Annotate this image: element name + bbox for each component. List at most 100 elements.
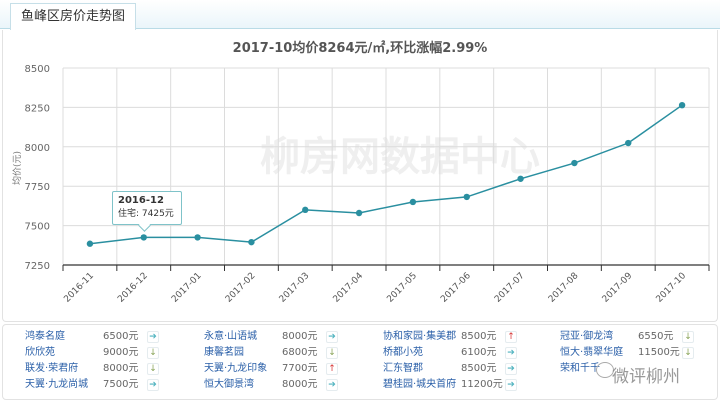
x-tick-label: 2017-04 (332, 271, 366, 305)
tooltip-text: 住宅: 7425元 (118, 209, 174, 219)
listing-price: 8500元 (461, 363, 497, 374)
x-tick-label: 2016-12 (116, 271, 150, 305)
listing-price: 8500元 (461, 331, 497, 342)
trend-down-icon: ↓ (326, 347, 338, 359)
series-line (89, 104, 683, 245)
x-tick-label: 2017-02 (224, 271, 258, 305)
data-point[interactable] (517, 175, 524, 182)
data-point[interactable] (678, 101, 686, 109)
listing-price: 7700元 (282, 363, 318, 374)
listing-item[interactable]: 恒大御景湾 8000元 ➔ (204, 377, 354, 393)
trend-down-icon: ↓ (147, 363, 159, 375)
listing-item[interactable]: 碧桂园·城央首府 11200元 ➔ (383, 377, 533, 393)
listings-panel: 鸿泰名庭 6500元 ➔ 欣欣苑 9000元 ↓ 联发·荣君府 8000元 ↓ 天翼·九龙尚城 75… (2, 324, 718, 400)
listing-item[interactable]: 桥都小苑 6100元 ➔ (383, 345, 533, 361)
listing-name-link[interactable]: 碧桂园·城央首府 (383, 379, 457, 390)
listing-price: 8000元 (282, 379, 318, 390)
y-tick-label: 7250 (25, 261, 50, 272)
x-tick-label: 2017-06 (439, 271, 473, 305)
tab-yufeng-price-trend[interactable]: 鱼峰区房价走势图 (10, 3, 137, 30)
tooltip-title: 2016-12 (118, 195, 164, 206)
listing-name-link[interactable]: 康馨茗园 (204, 347, 244, 358)
y-tick-label: 8500 (25, 64, 50, 75)
listing-item[interactable]: 天翼·九龙尚城 7500元 ➔ (25, 377, 175, 393)
trend-flat-icon: ➔ (505, 363, 517, 375)
x-tick-label: 2017-07 (493, 271, 527, 305)
chart-title: 2017-10均价8264元/㎡,环比涨幅2.99% (232, 41, 488, 56)
trend-flat-icon: ➔ (326, 331, 338, 343)
listing-name-link[interactable]: 鸿泰名庭 (25, 331, 65, 342)
listing-price: 8000元 (282, 331, 318, 342)
data-point[interactable] (625, 139, 632, 147)
listing-name-link[interactable]: 欣欣苑 (25, 347, 55, 358)
chart-tooltip: 2016-12 住宅: 7425元 (112, 191, 182, 225)
listing-name-link[interactable]: 汇东智郡 (383, 363, 423, 374)
trend-down-icon: ↓ (682, 331, 694, 343)
trend-flat-icon: ➔ (505, 379, 517, 391)
listing-name-link[interactable]: 冠亚·御龙湾 (560, 331, 614, 342)
listing-price: 6800元 (282, 347, 318, 358)
x-tick-label: 2017-03 (278, 271, 312, 305)
listing-item[interactable]: 协和家园·集美郡 8500元 ↑ (383, 329, 533, 345)
price-trend-chart: 柳房网数据中心 7250 7500 7750 8000 8250 8500 均价(元) 2016… (11, 64, 710, 305)
listing-name-link[interactable]: 永意·山语城 (204, 331, 258, 342)
listing-item[interactable]: 荣和千千 (560, 361, 710, 377)
data-point[interactable] (86, 240, 94, 247)
listing-price: 6100元 (461, 347, 497, 358)
data-point[interactable] (409, 198, 417, 206)
data-point[interactable] (355, 209, 363, 217)
y-tick-label: 8250 (25, 103, 50, 114)
x-tick-label: 2017-10 (655, 271, 689, 305)
listing-item[interactable]: 欣欣苑 9000元 ↓ (25, 345, 175, 361)
data-point[interactable] (571, 159, 578, 167)
data-point[interactable] (194, 234, 201, 241)
listing-name-link[interactable]: 协和家园·集美郡 (383, 331, 457, 342)
listing-name-link[interactable]: 恒大御景湾 (204, 379, 254, 390)
listing-item[interactable]: 冠亚·御龙湾 6550元 ↓ (560, 329, 710, 345)
data-point[interactable] (140, 234, 147, 241)
listing-price: 6500元 (103, 331, 139, 342)
data-point[interactable] (463, 193, 470, 201)
data-point[interactable] (248, 238, 255, 246)
listing-price: 9000元 (103, 347, 139, 358)
listing-item[interactable]: 鸿泰名庭 6500元 ➔ (25, 329, 175, 345)
listing-name-link[interactable]: 恒大·翡翠华庭 (560, 347, 624, 358)
listing-name-link[interactable]: 天翼·九龙印象 (204, 363, 268, 374)
listing-price: 6550元 (638, 331, 674, 342)
listing-price: 11200元 (461, 379, 503, 390)
listing-item[interactable]: 联发·荣君府 8000元 ↓ (25, 361, 175, 377)
x-tick-label: 2017-08 (547, 271, 581, 305)
listing-name-link[interactable]: 桥都小苑 (383, 347, 423, 358)
listing-item[interactable]: 恒大·翡翠华庭 11500元 ↓ (560, 345, 710, 361)
wechat-logo-icon (596, 362, 614, 378)
listing-price: 7500元 (103, 379, 139, 390)
listing-item[interactable]: 汇东智郡 8500元 ➔ (383, 361, 533, 377)
x-tick-label: 2017-09 (601, 271, 635, 305)
trend-flat-icon: ➔ (505, 347, 517, 359)
overlay-watermark: 微评柳州 (612, 367, 680, 387)
listing-name-link[interactable]: 天翼·九龙尚城 (25, 379, 89, 390)
listing-name-link[interactable]: 联发·荣君府 (25, 363, 79, 374)
listing-item[interactable]: 天翼·九龙印象 7700元 ↑ (204, 361, 354, 377)
x-tick-label: 2017-05 (385, 271, 419, 305)
trend-flat-icon: ➔ (326, 379, 338, 391)
x-tick-label: 2017-01 (170, 271, 204, 305)
trend-down-icon: ↓ (682, 347, 694, 359)
y-tick-label: 7750 (25, 182, 50, 193)
listing-item[interactable]: 康馨茗园 6800元 ↓ (204, 345, 354, 361)
y-tick-label: 8000 (25, 143, 50, 154)
trend-down-icon: ↓ (147, 347, 159, 359)
x-tick-label: 2016-11 (62, 271, 96, 305)
trend-flat-icon: ➔ (147, 379, 159, 391)
listing-item[interactable]: 永意·山语城 8000元 ➔ (204, 329, 354, 345)
chart-watermark: 柳房网数据中心 (260, 134, 540, 180)
data-point[interactable] (302, 206, 309, 214)
y-axis-label: 均价(元) (11, 151, 23, 185)
trend-up-icon: ↑ (505, 331, 517, 343)
listing-price: 11500元 (638, 347, 680, 358)
trend-flat-icon: ➔ (147, 331, 159, 343)
y-tick-label: 7500 (25, 222, 50, 233)
listing-name-link[interactable]: 荣和千千 (560, 363, 600, 374)
chart-panel (2, 30, 718, 322)
trend-up-icon: ↑ (326, 363, 338, 375)
